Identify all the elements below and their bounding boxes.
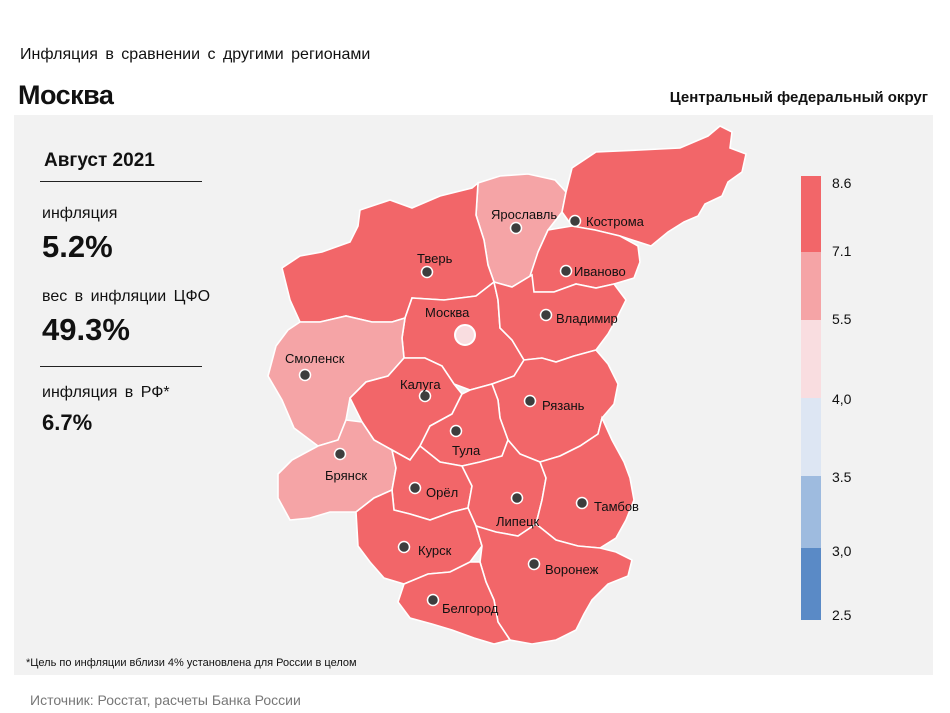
city-label: Воронеж	[545, 562, 599, 577]
city-label: Тамбов	[594, 499, 639, 514]
region-d0a2d0b0d0bcd0b1d0bed0b2	[535, 415, 635, 549]
city-marker	[449, 424, 463, 438]
legend-color-band	[801, 252, 821, 320]
city-label: Белгород	[442, 601, 499, 616]
city-label: Орёл	[426, 485, 458, 500]
inflation-label: инфляция	[42, 205, 118, 222]
city-label: Иваново	[574, 264, 626, 279]
city-marker	[523, 394, 537, 408]
city-marker	[333, 447, 347, 461]
legend-tick-label: 7.1	[832, 243, 852, 259]
city-marker	[568, 214, 582, 228]
city-marker	[420, 265, 434, 279]
region-d091d180d18fd0bdd181d0ba	[277, 419, 397, 521]
legend-color-band	[801, 476, 821, 548]
city-label: Владимир	[556, 311, 618, 326]
inflation-value: 5.2%	[42, 229, 113, 264]
weight-value: 49.3%	[42, 312, 130, 347]
city-marker	[408, 481, 422, 495]
legend-color-band	[801, 398, 821, 476]
city-marker	[509, 221, 523, 235]
region-d091d0b5d0bbd0b3d0bed180d0bed0b4	[397, 561, 512, 645]
city-label: Ярославль	[491, 207, 557, 222]
subtitle: Инфляция в сравнении с другими регионами	[20, 46, 371, 63]
city-marker	[539, 308, 553, 322]
legend-color-band	[801, 176, 821, 252]
city-label: Рязань	[542, 398, 585, 413]
divider	[40, 366, 202, 367]
city-label: Кострома	[586, 214, 645, 229]
legend-tick-label: 3,0	[832, 543, 852, 559]
legend-tick-label: 3.5	[832, 469, 852, 485]
legend-tick-label: 8.6	[832, 175, 852, 191]
city-marker	[575, 496, 589, 510]
city-label: Липецк	[496, 514, 540, 529]
region-d092d0bbd0b0d0b4d0b8d0bcd0b8d180	[492, 273, 627, 363]
city-title: Москва	[18, 80, 114, 110]
weight-label: вес в инфляции ЦФО	[42, 288, 211, 305]
city-marker	[426, 593, 440, 607]
district-title: Центральный федеральный округ	[669, 89, 928, 106]
city-label: Курск	[418, 543, 452, 558]
period-label: Август 2021	[44, 150, 155, 171]
legend-color-band	[801, 548, 821, 620]
moscow-marker	[454, 324, 476, 346]
city-label: Калуга	[400, 377, 441, 392]
footnote: *Цель по инфляции вблизи 4% установлена …	[26, 657, 357, 669]
legend-tick-label: 2.5	[832, 607, 852, 623]
city-marker	[418, 389, 432, 403]
city-marker	[397, 540, 411, 554]
city-label: Брянск	[325, 468, 367, 483]
city-label: Тула	[452, 443, 481, 458]
city-label: Тверь	[417, 251, 453, 266]
source-note: Источник: Росстат, расчеты Банка России	[30, 692, 301, 708]
rf-inflation-label: инфляция в РФ*	[42, 384, 170, 401]
city-marker	[298, 368, 312, 382]
legend-tick-label: 5.5	[832, 311, 852, 327]
legend-color-band	[801, 320, 821, 398]
city-marker	[559, 264, 573, 278]
divider	[40, 181, 202, 182]
city-label: Москва	[425, 305, 470, 320]
city-marker	[510, 491, 524, 505]
city-label: Смоленск	[285, 351, 345, 366]
city-marker	[527, 557, 541, 571]
legend-tick-label: 4,0	[832, 391, 852, 407]
rf-inflation-value: 6.7%	[42, 410, 93, 435]
